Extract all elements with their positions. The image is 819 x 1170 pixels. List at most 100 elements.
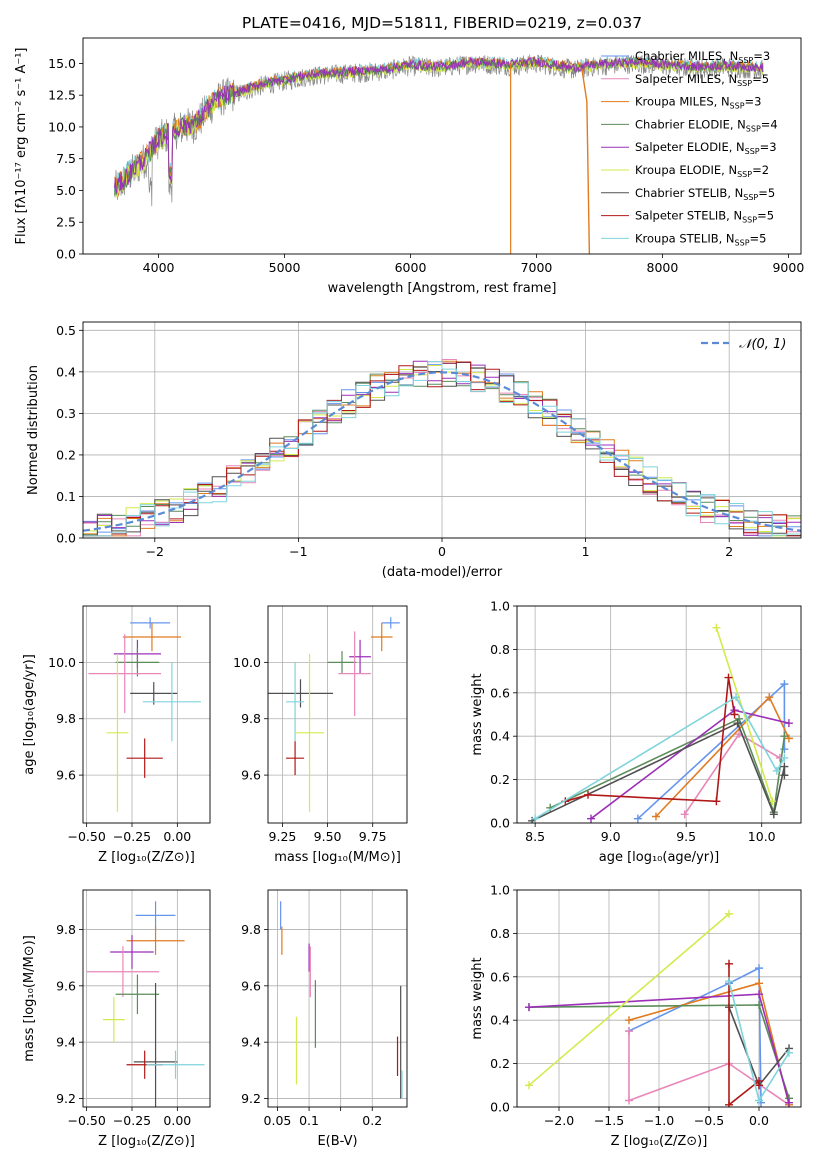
legend-entry: Chabrier ELODIE, NSSP=4 bbox=[635, 117, 778, 133]
plot-area bbox=[83, 359, 801, 537]
y-tick-label: 0.4 bbox=[490, 1013, 510, 1028]
x-tick-label: 0.2 bbox=[362, 1113, 382, 1128]
legend-entry: 𝒩(0, 1) bbox=[739, 337, 786, 352]
axes-frame bbox=[267, 889, 408, 1108]
x-axis-label: Z [log₁₀(Z/Z⊙)] bbox=[98, 1134, 195, 1149]
panel-residuals: −2 −1 0 1 2 0.0 0.1 0.2 0.3 0.4 0.5 (data-model)/er… bbox=[26, 321, 802, 580]
legend-entry: Salpeter ELODIE, NSSP=3 bbox=[635, 140, 777, 156]
errorbar-chabrier-miles bbox=[135, 901, 176, 930]
errorbar-kroupa-elodie bbox=[295, 653, 324, 812]
series-point bbox=[531, 814, 540, 823]
series-point bbox=[525, 1081, 533, 1090]
y-axis-label: Flux [fλ10⁻¹⁷ erg cm⁻² s⁻¹ A⁻¹] bbox=[14, 48, 29, 245]
x-tick-label: 7000 bbox=[521, 260, 553, 275]
errorbar-chabrier-miles bbox=[381, 617, 400, 629]
series-point bbox=[755, 979, 763, 988]
axes-frame bbox=[516, 889, 802, 1108]
series-point bbox=[735, 714, 744, 723]
series-line bbox=[684, 732, 781, 815]
y-tick-label: 0.5 bbox=[56, 323, 76, 338]
model-spectrum-4 bbox=[114, 56, 764, 194]
y-tick-label: 1.0 bbox=[490, 599, 510, 614]
errorbar-salpeter-stelib bbox=[286, 741, 305, 776]
series-salpeter-stelib bbox=[725, 959, 763, 1107]
y-tick-label: 0.8 bbox=[490, 926, 510, 941]
legend: 𝒩(0, 1) bbox=[701, 337, 786, 352]
x-tick-label: −1 bbox=[289, 544, 307, 559]
legend-entry: Chabrier STELIB, NSSP=5 bbox=[635, 186, 775, 202]
legend-entry: Kroupa MILES, NSSP=3 bbox=[635, 95, 761, 111]
plot-area bbox=[86, 901, 205, 1107]
series-point bbox=[755, 990, 763, 999]
series-point bbox=[724, 673, 733, 682]
series-point bbox=[755, 1096, 763, 1105]
series-point bbox=[780, 762, 789, 771]
series-kroupa-stelib bbox=[531, 693, 789, 823]
y-tick-label: 9.6 bbox=[241, 978, 261, 993]
x-tick-label: 9.5 bbox=[676, 829, 696, 844]
errorbar-salpeter-miles bbox=[88, 634, 162, 714]
series-kroupa-miles bbox=[651, 693, 793, 821]
series-point bbox=[712, 623, 721, 632]
y-tick-label: 9.6 bbox=[56, 978, 76, 993]
y-tick-label: 9.6 bbox=[241, 768, 261, 783]
panel-weight_vs_age: 8.5 9.0 9.5 10.0 0.0 0.2 0.4 0.6 0.8 1.0 age [log₁… bbox=[470, 599, 802, 865]
plot-area bbox=[88, 617, 201, 812]
x-tick-label: 2 bbox=[725, 544, 733, 559]
y-tick-label: 9.8 bbox=[56, 922, 76, 937]
axes-frame bbox=[82, 37, 802, 255]
x-tick-label: 0.1 bbox=[299, 1113, 319, 1128]
errorbar-chabrier-stelib bbox=[133, 983, 178, 1107]
series-point bbox=[780, 753, 789, 762]
axes-frame bbox=[82, 605, 211, 824]
x-axis-label: Z [log₁₀(Z/Z⊙)] bbox=[98, 850, 195, 865]
series-point bbox=[680, 810, 689, 819]
y-tick-label: 7.5 bbox=[56, 151, 76, 166]
series-point bbox=[732, 693, 741, 702]
y-tick-label: 10.0 bbox=[48, 655, 76, 670]
legend-entry: Kroupa STELIB, NSSP=5 bbox=[635, 231, 766, 247]
errorbar-chabrier-elodie bbox=[115, 648, 160, 677]
y-tick-label: 1.0 bbox=[490, 883, 510, 898]
x-axis-label: wavelength [Angstrom, rest frame] bbox=[328, 281, 557, 296]
errorbar-chabrier-stelib bbox=[130, 682, 178, 705]
series-salpeter-stelib bbox=[561, 673, 739, 806]
series-line bbox=[549, 717, 786, 813]
y-tick-label: 0.4 bbox=[490, 729, 510, 744]
legend-entry: Chabrier MILES, NSSP=3 bbox=[635, 49, 770, 65]
x-tick-label: 9000 bbox=[772, 260, 804, 275]
series-kroupa-elodie bbox=[712, 623, 777, 806]
plot-area bbox=[528, 623, 793, 823]
errorbar-kroupa-elodie bbox=[102, 997, 125, 1043]
x-tick-label: 5000 bbox=[269, 260, 301, 275]
y-tick-label: 9.2 bbox=[241, 1091, 261, 1106]
series-point bbox=[625, 1096, 633, 1105]
errorbar-kroupa-stelib bbox=[142, 662, 201, 742]
y-tick-label: 9.4 bbox=[241, 1035, 261, 1050]
y-tick-label: 0.2 bbox=[490, 1056, 510, 1071]
y-tick-label: 10.0 bbox=[48, 119, 76, 134]
y-tick-label: 12.5 bbox=[48, 88, 76, 103]
x-tick-label: 0.00 bbox=[163, 1113, 191, 1128]
errorbar-chabrier-elodie bbox=[327, 651, 357, 674]
errorbar-kroupa-miles bbox=[126, 926, 185, 955]
x-axis-label: (data-model)/error bbox=[382, 565, 503, 580]
x-tick-label: 9.25 bbox=[269, 829, 297, 844]
x-tick-label: 0.00 bbox=[163, 829, 191, 844]
panel-mass_vs_Z: −0.50 −0.25 0.00 9.2 9.4 9.6 9.8 Z [log₁₀(Z/Z⊙)… bbox=[22, 889, 211, 1149]
errorbar-salpeter-elodie bbox=[110, 935, 154, 969]
x-tick-label: 9.50 bbox=[314, 829, 342, 844]
y-tick-label: 9.8 bbox=[56, 711, 76, 726]
y-axis-label: age [log₁₀(age/yr)] bbox=[22, 654, 37, 775]
x-axis-label: mass [log₁₀(M/M⊙)] bbox=[274, 850, 401, 865]
series-point bbox=[765, 693, 774, 702]
series-point bbox=[780, 771, 789, 780]
series-point bbox=[785, 1098, 793, 1107]
errorbar-salpeter-miles bbox=[86, 946, 160, 998]
x-tick-label: 8000 bbox=[647, 260, 679, 275]
axes-frame bbox=[516, 605, 802, 824]
errorbar-kroupa-elodie bbox=[106, 653, 129, 812]
errorbar-kroupa-miles bbox=[370, 622, 393, 652]
series-point bbox=[633, 814, 642, 823]
